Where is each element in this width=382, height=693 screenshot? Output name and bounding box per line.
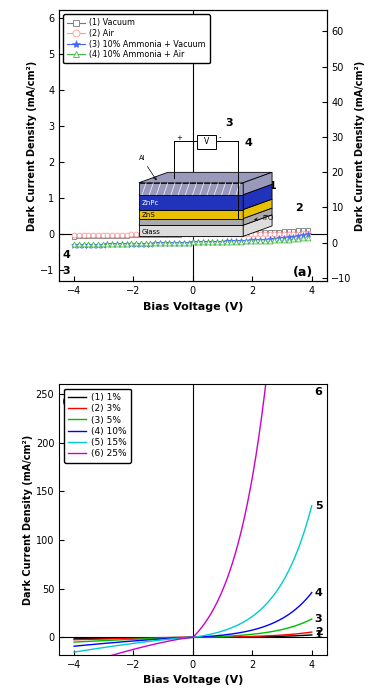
(1) 1% — [243, 633, 248, 641]
Line: (4) 10%: (4) 10% — [74, 593, 312, 646]
(5) 15% — [309, 502, 314, 510]
(4) 10% — [72, 642, 76, 650]
(2) 3% — [166, 633, 170, 642]
(3) 5% — [166, 634, 170, 642]
(6) 25% — [100, 653, 105, 662]
Text: 4: 4 — [315, 588, 323, 597]
(3) 5% — [149, 634, 154, 642]
(6) 25% — [72, 663, 76, 671]
(4) 10% — [243, 627, 248, 635]
(4) 10% — [100, 640, 105, 648]
(4) 10% — [221, 631, 226, 639]
Line: (3) 5%: (3) 5% — [74, 619, 312, 642]
X-axis label: Bias Voltage (V): Bias Voltage (V) — [143, 675, 243, 685]
(1) 1% — [166, 633, 170, 642]
(2) 3% — [221, 633, 226, 641]
(5) 15% — [244, 616, 249, 624]
(5) 15% — [221, 626, 226, 635]
(4) 10% — [166, 634, 170, 642]
Line: (6) 25%: (6) 25% — [74, 0, 312, 667]
(2) 3% — [243, 633, 248, 641]
(3) 5% — [100, 636, 105, 644]
Text: 2: 2 — [295, 203, 303, 213]
Text: 5: 5 — [315, 501, 322, 511]
(1) 1% — [149, 633, 154, 642]
X-axis label: Bias Voltage (V): Bias Voltage (V) — [143, 301, 243, 312]
(6) 25% — [149, 641, 154, 649]
(2) 3% — [149, 634, 154, 642]
(4) 10% — [309, 588, 314, 597]
Text: 4: 4 — [62, 249, 70, 260]
Text: (b): (b) — [62, 396, 83, 408]
(6) 25% — [166, 637, 170, 645]
(3) 5% — [309, 615, 314, 623]
(1) 1% — [221, 633, 226, 641]
(1) 1% — [72, 635, 76, 643]
Line: (5) 15%: (5) 15% — [74, 506, 312, 652]
Text: 1: 1 — [269, 181, 277, 191]
(2) 3% — [244, 633, 249, 641]
Text: 3: 3 — [225, 118, 233, 128]
Y-axis label: Dark Current Density (mA/cm²): Dark Current Density (mA/cm²) — [354, 61, 365, 231]
(3) 5% — [72, 638, 76, 647]
Text: (a): (a) — [293, 266, 313, 279]
Text: 2: 2 — [315, 627, 322, 637]
(5) 15% — [149, 637, 154, 645]
Legend: (1) 1%, (2) 3%, (3) 5%, (4) 10%, (5) 15%, (6) 25%: (1) 1%, (2) 3%, (3) 5%, (4) 10%, (5) 15%… — [64, 389, 131, 463]
(6) 25% — [244, 502, 249, 511]
(4) 10% — [244, 627, 249, 635]
Text: 1: 1 — [315, 630, 322, 640]
(4) 10% — [149, 635, 154, 644]
(5) 15% — [166, 635, 170, 643]
Text: 4: 4 — [245, 138, 253, 148]
Line: (2) 3%: (2) 3% — [74, 632, 312, 640]
(3) 5% — [221, 632, 226, 640]
(1) 1% — [309, 631, 314, 639]
Text: 3: 3 — [62, 266, 70, 276]
Line: (1) 1%: (1) 1% — [74, 635, 312, 639]
Text: 6: 6 — [315, 387, 323, 397]
(1) 1% — [100, 634, 105, 642]
(1) 1% — [244, 633, 249, 641]
Text: 3: 3 — [315, 614, 322, 624]
(6) 25% — [221, 584, 226, 592]
(2) 3% — [72, 635, 76, 644]
(5) 15% — [100, 644, 105, 652]
(5) 15% — [243, 617, 248, 625]
Y-axis label: Dark Current Density (mA/cm²): Dark Current Density (mA/cm²) — [28, 61, 37, 231]
(5) 15% — [72, 648, 76, 656]
(6) 25% — [243, 508, 248, 516]
(2) 3% — [309, 628, 314, 636]
Legend: (1) Vacuum, (2) Air, (3) 10% Ammonia + Vacuum, (4) 10% Ammonia + Air: (1) Vacuum, (2) Air, (3) 10% Ammonia + V… — [63, 15, 210, 63]
(3) 5% — [243, 631, 248, 639]
(2) 3% — [100, 635, 105, 643]
(3) 5% — [244, 631, 249, 639]
Y-axis label: Dark Current Density (mA/cm²): Dark Current Density (mA/cm²) — [23, 435, 33, 604]
